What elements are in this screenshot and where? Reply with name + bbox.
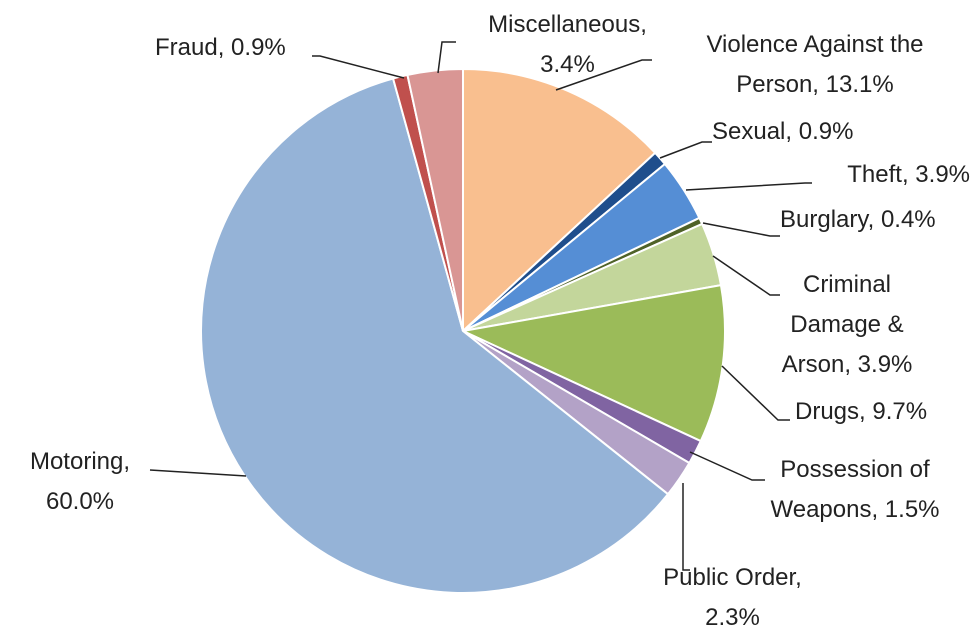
category-label: Motoring, — [29, 448, 131, 475]
category-label: Sexual, — [712, 118, 793, 145]
leader-line — [685, 182, 812, 191]
data-label: Burglary, 0.4% — [780, 200, 975, 240]
pie-slice — [406, 67, 464, 332]
value-label: 0.9% — [231, 34, 286, 61]
value-label: 3.9% — [857, 351, 913, 378]
leader-line — [702, 222, 780, 237]
value-label: 2.3% — [705, 604, 760, 627]
leader-line — [659, 141, 712, 159]
data-label: Drugs, 9.7% — [795, 392, 955, 432]
data-label: Fraud, 0.9% — [155, 28, 315, 68]
leader-line — [682, 483, 690, 571]
category-label: Public Order, — [663, 564, 802, 591]
pie-slice — [459, 283, 726, 443]
slices — [200, 67, 726, 594]
leader-line — [689, 451, 765, 481]
data-label: Theft, 3.9% — [790, 155, 970, 195]
value-label: 60.0% — [45, 488, 115, 515]
data-label: Violence Against the Person, 13.1% — [680, 25, 950, 105]
category-label: Miscellaneous, — [488, 11, 647, 38]
leader-line — [555, 59, 652, 91]
leader-line — [437, 41, 456, 74]
data-label: Sexual, 0.9% — [712, 112, 912, 152]
value-label: 13.1% — [825, 71, 894, 98]
data-label: Motoring, 60.0% — [5, 442, 155, 522]
category-label: Fraud, — [155, 34, 225, 61]
leader-lines — [149, 41, 812, 571]
data-label: Criminal Damage & Arson, 3.9% — [772, 265, 922, 385]
category-label: Possession of Weapons, — [770, 456, 930, 523]
value-label: 1.5% — [884, 496, 940, 523]
value-label: 3.4% — [540, 51, 595, 78]
category-label: Drugs, — [795, 398, 866, 425]
data-label: Possession of Weapons, 1.5% — [755, 450, 955, 530]
value-label: 0.9% — [798, 118, 854, 145]
value-label: 3.9% — [915, 161, 970, 188]
leader-line — [721, 365, 790, 421]
category-label: Criminal Damage & Arson, — [781, 271, 904, 378]
data-label: Miscellaneous, 3.4% — [460, 5, 675, 85]
category-label: Violence Against the Person, — [706, 31, 924, 98]
category-label: Burglary, — [780, 206, 875, 233]
leader-line — [712, 255, 780, 296]
value-label: 9.7% — [872, 398, 928, 425]
leader-line — [312, 55, 405, 79]
pie-slice — [462, 67, 657, 334]
category-label: Theft, — [847, 161, 909, 188]
value-label: 0.4% — [880, 206, 936, 233]
leader-line — [149, 469, 247, 477]
data-label: Public Order, 2.3% — [640, 558, 825, 627]
